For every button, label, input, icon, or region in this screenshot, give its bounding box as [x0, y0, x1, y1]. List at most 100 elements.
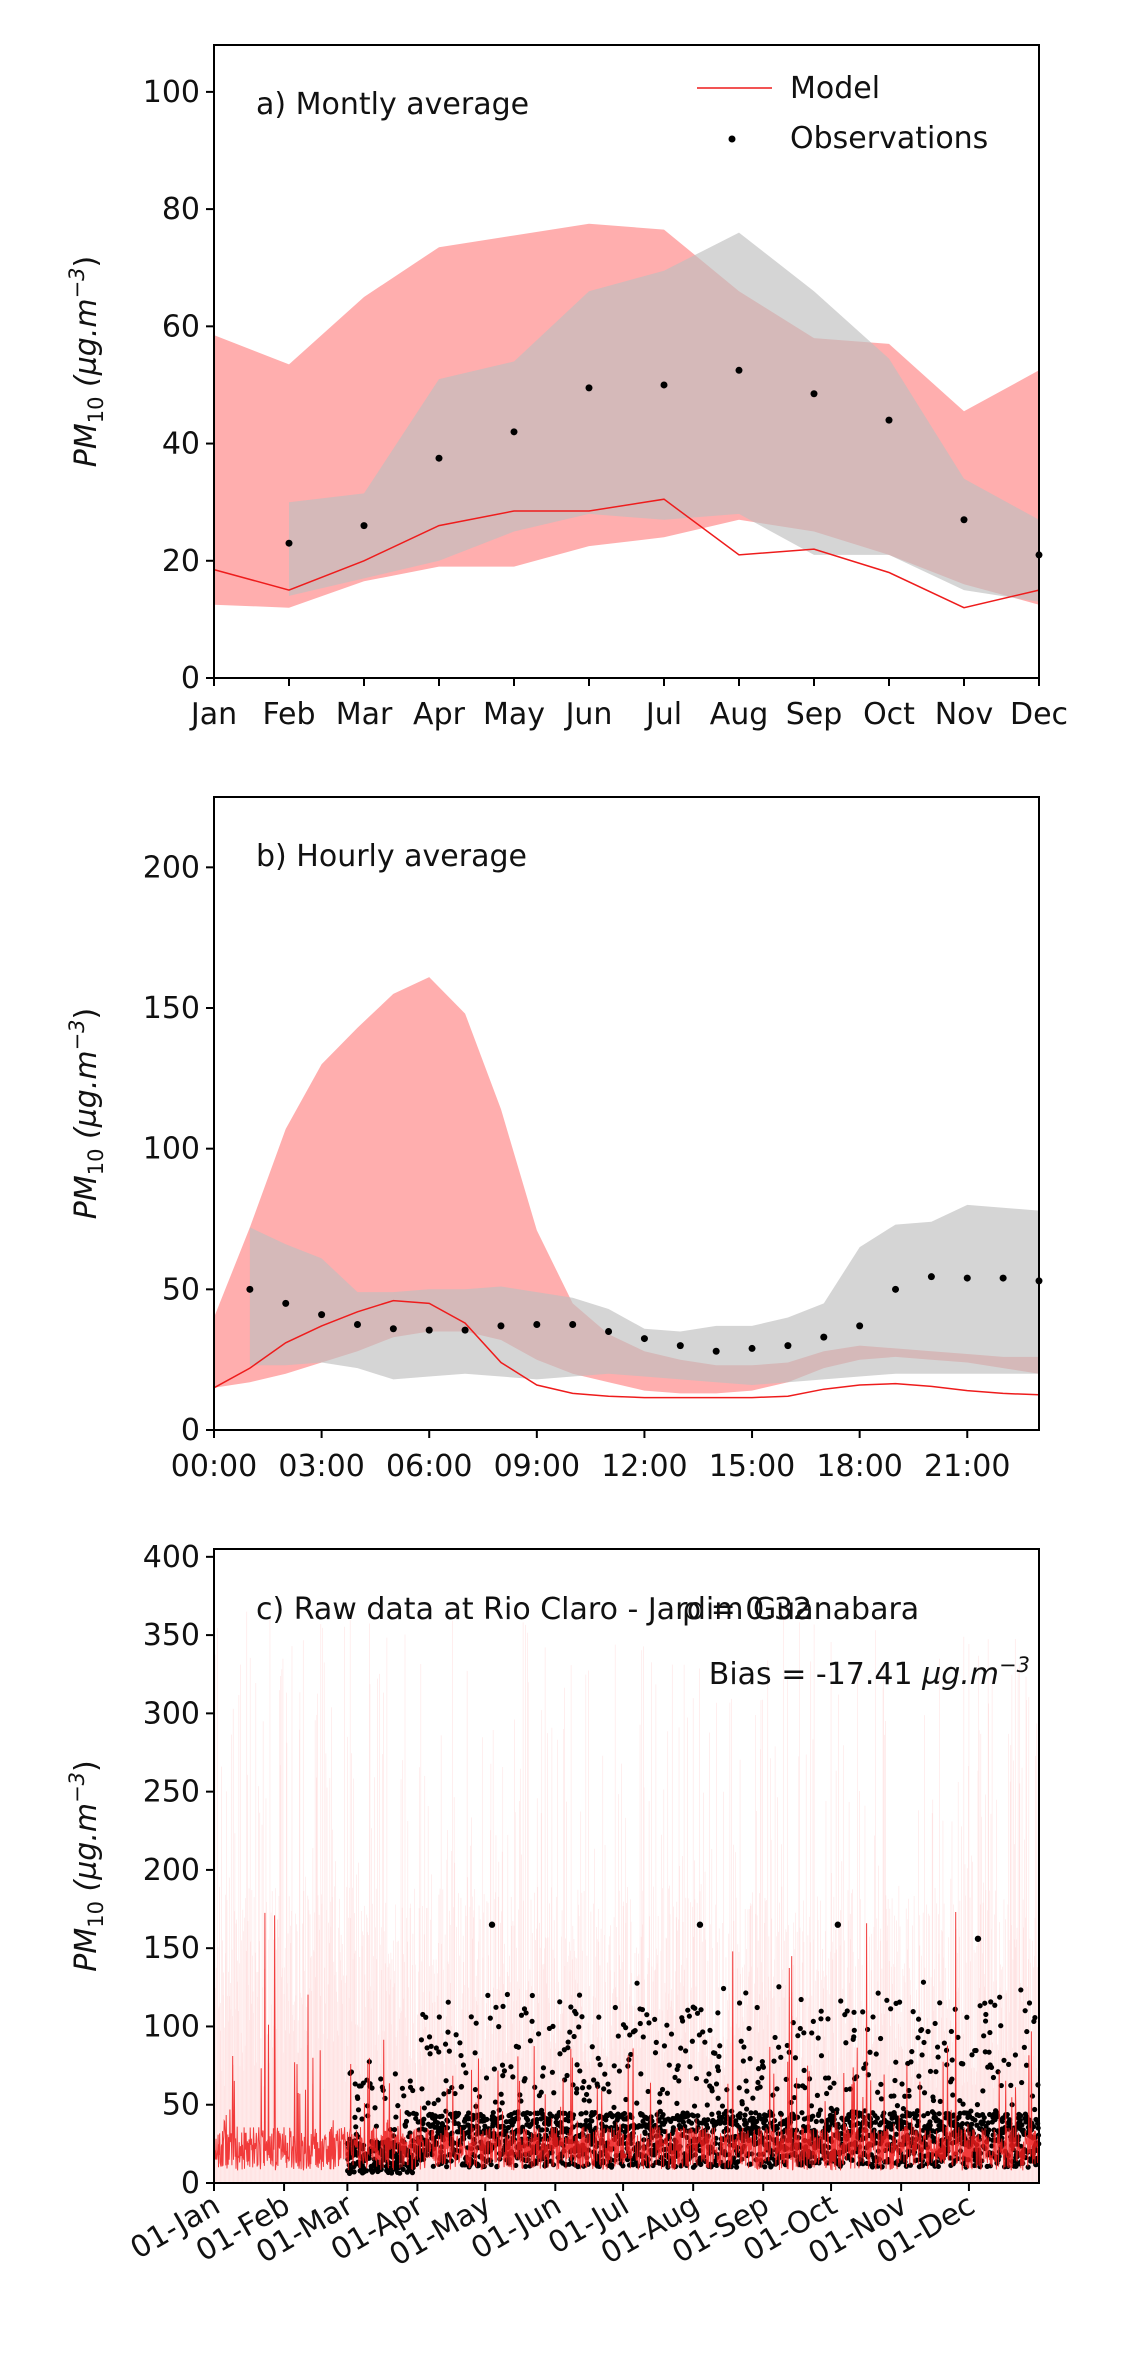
panel-c-observation-point — [878, 2096, 885, 2102]
panel-c-observation-point — [463, 2070, 469, 2076]
panel-c-observation-point — [980, 2088, 986, 2094]
panel-c-observation-point — [867, 2049, 873, 2055]
panel-b-xtick-label: 18:00 — [816, 1449, 902, 1484]
panel-c-observation-point — [802, 2085, 808, 2091]
panel-c-observation-point — [921, 2090, 928, 2096]
panel-c-observation-point — [540, 2065, 547, 2071]
panel-c-observation-point — [657, 2091, 663, 2097]
panel-a-legend: Model Observations — [697, 71, 988, 156]
legend-observations-marker — [728, 135, 736, 143]
panel-c-observation-point — [894, 2103, 901, 2109]
panel-c-observation-point — [420, 2120, 426, 2127]
panel-c-observation-point — [709, 2111, 715, 2117]
panel-c-observation-point — [527, 2038, 534, 2044]
panel-c-observation-point — [508, 2064, 514, 2070]
panel-c-observation-point — [592, 2110, 598, 2116]
panel-c-observation-point — [937, 2119, 944, 2125]
panel-c-observation-point — [445, 2029, 451, 2035]
panel-c-observation-point — [818, 2053, 825, 2059]
panel-c-observation-point — [752, 2110, 759, 2116]
panel-c-observation-point — [706, 2071, 712, 2077]
panel-c-ytick-label: 200 — [143, 1853, 200, 1888]
panel-c-observation-point — [500, 2073, 506, 2079]
panel-c-observation-point — [485, 1992, 491, 1998]
panel-a-title: a) Montly average — [256, 87, 529, 122]
panel-c-observation-point — [955, 2034, 961, 2040]
panel-c-observation-point — [914, 2122, 920, 2129]
panel-c-observation-point — [583, 2091, 590, 2098]
panel-c-observation-point — [656, 2099, 663, 2105]
panel-a-observation-point — [435, 454, 443, 462]
panel-c-observation-point — [391, 2126, 398, 2133]
panel-c-observation-point — [359, 2116, 365, 2122]
panel-c-observation-point — [695, 2113, 701, 2119]
panel-c-observation-point — [908, 2059, 914, 2065]
panel-c-observation-point — [535, 2031, 542, 2037]
panel-c-observation-point — [1029, 2093, 1036, 2099]
panel-c-observation-point — [660, 2112, 666, 2118]
panel-c-observation-point — [510, 2074, 516, 2080]
panel-c-observation-point — [637, 2020, 643, 2027]
panel-c-observation-point — [670, 2125, 676, 2131]
panel-c-observation-point — [712, 2050, 718, 2056]
panel-c-observation-point — [838, 1998, 844, 2004]
panel-c-observation-point — [611, 2104, 617, 2111]
panel-c-observation-point — [702, 2039, 708, 2045]
panel-a-observation-point — [660, 381, 668, 389]
panel-c-observation-point — [808, 2103, 815, 2109]
panel-c-observation-point — [941, 2040, 947, 2046]
panel-a-plot-area: 0 20 40 60 80 100 Jan Feb Mar Apr May Jun Jul Aug Sep O… — [143, 44, 1068, 732]
panel-c-observation-point — [1024, 2028, 1030, 2035]
panel-c-observation-point — [627, 2032, 633, 2038]
panel-c-observation-point — [733, 2118, 739, 2124]
panel-b-observation-point — [640, 1335, 648, 1343]
panel-c-observation-point — [551, 2090, 557, 2096]
panel-c-observation-point — [472, 2050, 478, 2056]
panel-c-observation-point — [874, 2115, 880, 2121]
panel-a-xtick-label: Oct — [863, 697, 915, 732]
panel-c-observation-point — [957, 2110, 963, 2116]
panel-c-observation-point — [573, 2011, 579, 2017]
panel-c-observation-point — [646, 2020, 652, 2026]
panel-c-observation-point — [352, 2114, 358, 2120]
panel-c-observation-point — [605, 2081, 611, 2087]
panel-c-observation-point — [795, 2033, 801, 2039]
panel-c-observation-point — [738, 2038, 744, 2044]
panel-c-observation-point — [597, 2062, 603, 2068]
panel-b-observation-point — [353, 1321, 361, 1328]
panel-b-observation-point — [892, 1285, 900, 1293]
panel-c-observation-point — [430, 2163, 436, 2169]
panel-c-observation-point — [615, 2111, 621, 2117]
panel-c-observation-point — [1032, 2015, 1038, 2021]
panel-c-ytick-label: 150 — [143, 1931, 200, 1966]
panel-c-observation-point — [971, 2162, 978, 2169]
panel-c-observation-point — [586, 2098, 592, 2104]
panel-c-observation-point — [769, 2152, 775, 2158]
panel-c-observation-point — [776, 1984, 782, 1990]
panel-c-observation-point — [499, 2114, 505, 2120]
panel-c-observation-point — [719, 2103, 726, 2109]
panel-a-xtick-label: May — [483, 697, 545, 732]
panel-a-xtick-label: Feb — [262, 697, 315, 732]
panel-c-observation-point — [576, 1992, 583, 1998]
panel-c-observation-point — [609, 2162, 615, 2168]
panel-a-axes-frame — [213, 44, 1040, 679]
panel-c-observation-point — [500, 2003, 506, 2009]
panel-c-observation-point — [831, 2080, 837, 2086]
panel-c-observation-point — [579, 2085, 586, 2091]
panel-c-observation-point — [998, 2023, 1004, 2029]
panel-c-observation-point — [960, 2101, 966, 2107]
panel-c-observation-point — [488, 2161, 494, 2168]
panel-c-observation-point — [577, 2068, 583, 2074]
panel-b-axes-frame — [213, 796, 1040, 1431]
panel-c-observation-point — [981, 2033, 987, 2039]
panel-c-observation-point — [893, 2059, 899, 2065]
panel-c-observation-point — [513, 2162, 519, 2169]
panel-c-observation-point — [1019, 2122, 1025, 2128]
panel-c-observation-point — [1022, 2008, 1028, 2014]
panel-c-observation-point — [686, 2013, 692, 2019]
panel-c-observation-point — [557, 2051, 563, 2057]
panel-c-observation-point — [564, 2072, 570, 2079]
panel-c-observation-point — [755, 2066, 762, 2072]
panel-c-observation-point — [920, 1979, 927, 1985]
